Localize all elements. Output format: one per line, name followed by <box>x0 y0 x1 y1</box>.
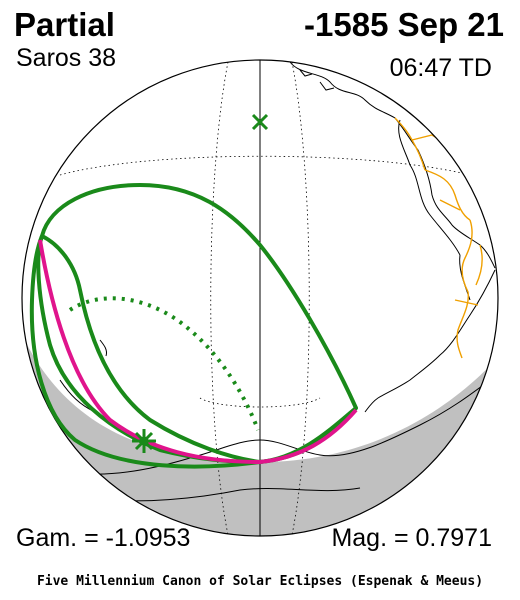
magnitude-label: Mag. = 0.7971 <box>331 524 492 552</box>
eclipse-date-title: -1585 Sep 21 <box>304 6 504 43</box>
star-marker <box>132 429 156 453</box>
gamma-label: Gam. = -1.0953 <box>16 524 191 552</box>
time-label: 06:47 TD <box>389 54 492 82</box>
x-marker <box>251 113 269 131</box>
penumbral-limit-outer <box>29 183 358 469</box>
globe-outline <box>21 59 499 537</box>
credit-line: Five Millennium Canon of Solar Eclipses … <box>36 574 484 589</box>
max-eclipse-line <box>38 239 358 465</box>
eclipse-type-title: Partial <box>14 6 115 43</box>
saros-label: Saros 38 <box>16 44 117 72</box>
